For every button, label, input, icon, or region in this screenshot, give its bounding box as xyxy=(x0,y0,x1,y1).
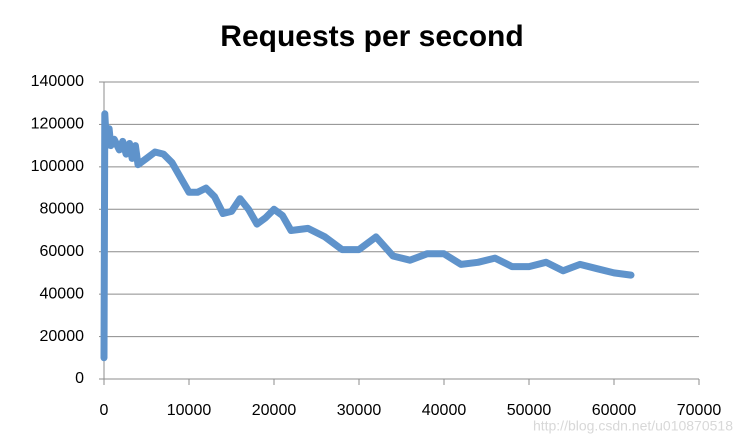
y-tick-label: 20000 xyxy=(40,328,85,345)
y-tick-label: 100000 xyxy=(31,158,84,175)
x-tick-label: 20000 xyxy=(252,402,297,419)
x-tick-label: 40000 xyxy=(422,402,467,419)
watermark: http://blog.csdn.net/u010870518 xyxy=(533,418,733,434)
y-tick-label: 40000 xyxy=(40,285,85,302)
x-tick-label: 50000 xyxy=(507,402,552,419)
y-tick-label: 80000 xyxy=(40,201,85,218)
x-tick-label: 30000 xyxy=(337,402,382,419)
x-tick-label: 60000 xyxy=(592,402,637,419)
y-tick-label: 60000 xyxy=(40,243,85,260)
x-tick-label: 10000 xyxy=(167,402,212,419)
y-tick-label: 0 xyxy=(75,370,84,387)
y-tick-label: 140000 xyxy=(31,73,84,90)
x-tick-label: 0 xyxy=(100,402,109,419)
x-tick-label: 70000 xyxy=(677,402,722,419)
y-tick-label: 120000 xyxy=(31,116,84,133)
chart-title: Requests per second xyxy=(220,20,523,53)
data-line xyxy=(100,110,635,362)
